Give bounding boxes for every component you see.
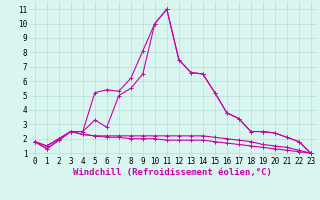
X-axis label: Windchill (Refroidissement éolien,°C): Windchill (Refroidissement éolien,°C) (73, 168, 272, 177)
